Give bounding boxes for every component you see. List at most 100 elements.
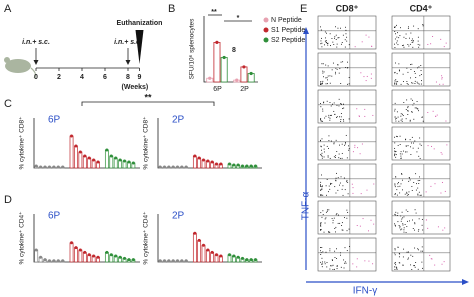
cytometry-dot — [411, 40, 413, 41]
cytometry-dot — [323, 151, 325, 153]
cytometry-dot — [394, 155, 395, 157]
cytometry-dot — [405, 138, 407, 140]
cytometry-dot — [405, 145, 407, 147]
cytometry-dot — [414, 265, 415, 267]
cytometry-dot — [343, 120, 345, 122]
annotation: ** — [144, 92, 152, 102]
cytometry-dot — [336, 258, 338, 259]
cytometry-dot — [394, 183, 396, 185]
cytometry-dot — [401, 120, 403, 122]
cytometry-dot — [354, 46, 356, 48]
cytometry-dot — [346, 157, 348, 159]
cytometry-dot — [322, 210, 324, 212]
cytometry-dot — [401, 218, 403, 220]
cytometry-dot — [328, 231, 330, 232]
bar-point — [206, 248, 210, 252]
bar-point — [70, 241, 74, 245]
cytometry-dot — [341, 42, 343, 43]
cytometry-dot — [394, 43, 395, 45]
cytometry-dot — [323, 44, 325, 46]
cytometry-dot — [397, 221, 399, 223]
cytometry-dot — [326, 262, 328, 263]
cytometry-dot — [417, 187, 419, 189]
cytometry-dot — [320, 83, 322, 85]
cytometry-dot — [401, 113, 403, 115]
cytometry-dot — [321, 149, 322, 151]
cytometry-dot — [336, 46, 338, 48]
cytometry-dot — [342, 34, 344, 36]
cytometry-dot — [328, 231, 330, 233]
panel-label: B — [168, 3, 175, 15]
cytometry-dot — [394, 153, 395, 155]
cytometry-dot — [334, 157, 336, 158]
cytometry-dot — [422, 267, 423, 269]
cytometry-dot — [395, 81, 397, 83]
cytometry-dot — [394, 193, 396, 194]
cytometry-dot — [345, 67, 347, 68]
cytometry-dot — [403, 46, 405, 48]
cytometry-dot — [402, 264, 404, 266]
cytometry-dot — [326, 77, 328, 79]
cytometry-plot — [317, 237, 377, 272]
cytometry-dot — [403, 44, 404, 46]
cytometry-dot — [401, 179, 403, 181]
bar-point — [232, 254, 236, 258]
panel-label: D — [4, 194, 12, 206]
cytometry-dot — [417, 180, 419, 182]
cytometry-dot — [435, 115, 437, 117]
cytometry-dot — [421, 224, 423, 226]
axis — [33, 118, 140, 169]
cytometry-dot — [334, 113, 336, 115]
legend-label: N Peptide — [271, 17, 302, 24]
cytometry-dot — [443, 261, 445, 263]
cytometry-dot — [320, 229, 321, 231]
bar-point — [219, 254, 223, 258]
axis — [203, 16, 258, 83]
cytometry-dot — [329, 102, 331, 103]
cytometry-plot — [317, 200, 377, 235]
cytometry-dot — [328, 185, 330, 187]
cytometry-dot — [333, 37, 335, 39]
cytometry-dot — [332, 103, 333, 105]
cytometry-plot — [317, 89, 377, 124]
cytometry-dot — [395, 156, 397, 158]
cytometry-dot — [411, 268, 413, 270]
cytometry-dot — [420, 194, 422, 196]
bar-point — [206, 159, 210, 163]
cytometry-dot — [398, 120, 400, 122]
cytometry-dot — [405, 209, 407, 211]
cytometry-dot — [328, 147, 329, 149]
bar-point — [232, 163, 236, 167]
cytometry-dot — [400, 119, 402, 121]
arrow-head — [33, 60, 39, 65]
cytometry-dot — [320, 194, 321, 196]
cytometry-dot — [394, 116, 396, 118]
cytometry-dot — [334, 228, 336, 229]
cytometry-dot — [337, 222, 339, 224]
cytometry-dot — [406, 99, 408, 101]
cytometry-dot — [396, 36, 398, 38]
cytometry-dot — [329, 157, 331, 159]
cytometry-dot — [441, 78, 443, 80]
axis — [157, 214, 262, 263]
cytometry-dot — [409, 37, 410, 39]
cytometry-dot — [394, 186, 396, 188]
cytometry-dot — [407, 220, 408, 222]
panel-label: E — [300, 3, 307, 15]
cytometry-dot — [413, 102, 415, 104]
cytometry-dot — [324, 218, 326, 220]
cytometry-dot — [414, 80, 416, 82]
cytometry-dot — [407, 110, 409, 112]
bar — [192, 155, 197, 169]
cytometry-dot — [408, 191, 410, 193]
timeline-tick-label: 6 — [103, 74, 107, 81]
cytometry-dot — [419, 75, 421, 77]
cytometry-dot — [412, 82, 414, 84]
cytometry-dot — [398, 225, 400, 227]
cytometry-dot — [394, 136, 396, 138]
bar-point — [109, 253, 113, 257]
cytometry-dot — [401, 45, 403, 47]
cytometry-dot — [401, 118, 403, 120]
cytometry-dot — [398, 63, 400, 65]
cytometry-dot — [416, 183, 417, 185]
